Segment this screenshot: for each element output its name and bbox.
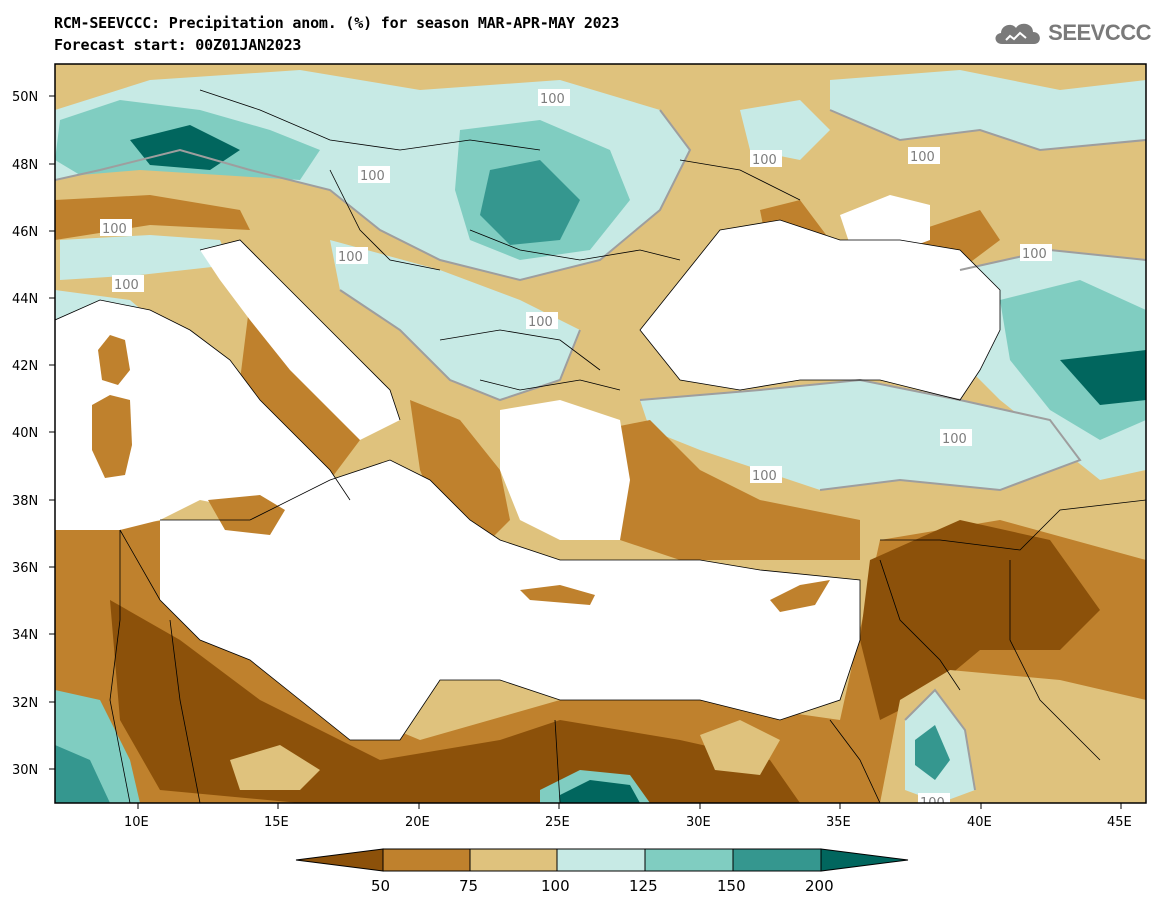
lon-label: 45E <box>1107 815 1132 830</box>
lon-label: 10E <box>124 815 149 830</box>
title-line-1: RCM-SEEVCCC: Precipitation anom. (%) for… <box>54 14 620 32</box>
sea-aegean <box>500 400 630 540</box>
contour-label: 100 <box>942 432 967 447</box>
region-egypt-patch <box>700 720 780 775</box>
lat-label: 44N <box>12 292 38 307</box>
region-balkans-wet <box>330 240 580 400</box>
lat-label: 36N <box>12 561 38 576</box>
lon-label: 30E <box>686 815 711 830</box>
contour-label: 100 <box>540 92 565 107</box>
region-libya-patch <box>230 745 320 790</box>
lon-label: 20E <box>405 815 430 830</box>
lon-label: 15E <box>264 815 289 830</box>
colorbar-tick: 125 <box>629 877 658 895</box>
lat-label: 40N <box>12 426 38 441</box>
colorbar-tick: 75 <box>459 877 478 895</box>
title-line-2: Forecast start: 00Z01JAN2023 <box>54 36 302 54</box>
contour-label: 100 <box>338 250 363 265</box>
contour-label: 100 <box>752 469 777 484</box>
lat-label: 48N <box>12 158 38 173</box>
colorbar-75-100 <box>469 848 558 872</box>
colorbar-tick: 100 <box>541 877 570 895</box>
sea-black-sea <box>640 220 1000 400</box>
colorbar-gt200 <box>820 848 909 872</box>
region-ukraine-wet <box>740 100 830 160</box>
longitude-axis <box>137 803 1122 809</box>
contour-label: 100 <box>752 153 777 168</box>
lon-label: 40E <box>967 815 992 830</box>
sea-western-med <box>55 300 350 530</box>
coastlines <box>55 219 1001 741</box>
colorbar-100-125 <box>556 848 646 872</box>
island-corsica <box>98 335 130 385</box>
lat-label: 46N <box>12 225 38 240</box>
colorbar-50-75 <box>382 848 471 872</box>
contour-label-group: 100 100 100 100 100 100 100 100 100 100 … <box>100 89 1052 811</box>
logo-text: SEEVCCC <box>1048 20 1151 45</box>
colorbar-150-200 <box>732 848 822 872</box>
colorbar-lt50 <box>295 848 384 872</box>
region-po-wet <box>60 235 230 280</box>
region-south-turkey-dry <box>590 420 860 560</box>
map-frame <box>54 63 1147 804</box>
colorbar-tick: 200 <box>805 877 834 895</box>
contour-label: 100 <box>114 278 139 293</box>
contour-label: 100 <box>1022 247 1047 262</box>
latitude-labels: 50N 48N 46N 44N 42N 40N 38N 36N 34N 32N … <box>12 90 38 778</box>
island-sicily <box>208 495 285 535</box>
colorbar-tick: 150 <box>717 877 746 895</box>
lat-label: 42N <box>12 359 38 374</box>
map-area: 100 100 100 100 100 100 100 100 100 100 … <box>55 64 1146 811</box>
region-sudan-very-wet <box>560 780 640 803</box>
lat-label: 34N <box>12 628 38 643</box>
region-anatolia-wet <box>640 380 1080 490</box>
lat-label: 38N <box>12 494 38 509</box>
region-russia-wet <box>830 70 1146 150</box>
region-algeria-wetter <box>55 745 110 803</box>
region-greece-dry <box>410 400 510 550</box>
island-sardinia <box>92 395 132 478</box>
lat-label: 30N <box>12 763 38 778</box>
contour-label: 100 <box>360 169 385 184</box>
sea-adriatic <box>200 240 400 440</box>
region-hungary-core <box>480 160 580 245</box>
contour-label: 100 <box>102 222 127 237</box>
sea-eastern-med <box>160 460 860 740</box>
lat-label: 32N <box>12 696 38 711</box>
longitude-labels: 10E 15E 20E 25E 30E 35E 40E 45E <box>124 815 1132 830</box>
region-syria-very-dry <box>860 520 1100 720</box>
latitude-axis <box>49 95 55 770</box>
map-title: RCM-SEEVCCC: Precipitation anom. (%) for… <box>54 12 619 56</box>
island-cyprus <box>770 580 830 612</box>
cloud-icon <box>995 23 1041 44</box>
colorbar <box>295 848 909 872</box>
lon-label: 35E <box>826 815 851 830</box>
contour-label: 100 <box>528 315 553 330</box>
lat-label: 50N <box>12 90 38 105</box>
seevccc-logo: SEEVCCC <box>992 18 1151 48</box>
country-borders <box>109 89 1146 803</box>
colorbar-ticks: 50 75 100 125 150 200 <box>371 877 834 895</box>
region-caucasus-core <box>1060 350 1146 405</box>
colorbar-tick: 50 <box>371 877 390 895</box>
contour-label: 100 <box>910 150 935 165</box>
region-arabia-wetter <box>915 725 950 780</box>
lon-label: 25E <box>545 815 570 830</box>
island-crete <box>520 585 595 605</box>
colorbar-125-150 <box>644 848 734 872</box>
contour-label: 100 <box>920 796 945 811</box>
